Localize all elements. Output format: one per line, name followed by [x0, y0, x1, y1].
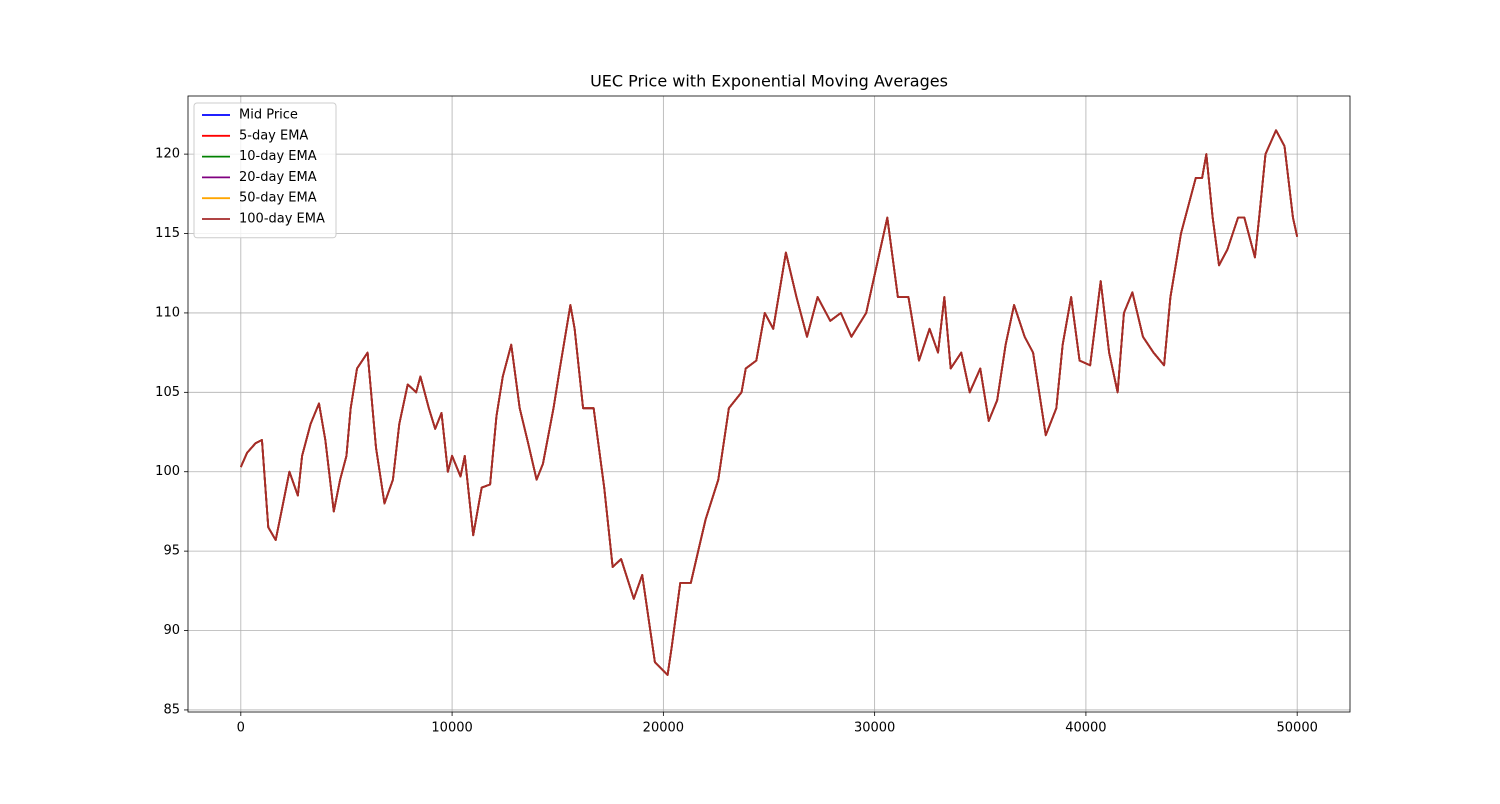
- legend: Mid Price 5-day EMA 10-day EMA 20-day EMA 50…: [193, 102, 337, 239]
- plot-frame: [187, 95, 1351, 713]
- y-tick-label: 85: [163, 702, 180, 717]
- x-tick-label: 10000: [431, 721, 472, 736]
- series-line: [239, 129, 1299, 676]
- series-line: [239, 129, 1299, 676]
- y-tick-label: 105: [155, 385, 180, 400]
- legend-label: 10-day EMA: [239, 149, 317, 164]
- y-tick-label: 100: [155, 464, 180, 479]
- series-line: [239, 129, 1299, 676]
- legend-label: 50-day EMA: [239, 191, 317, 206]
- y-tick-label: 90: [163, 623, 180, 638]
- legend-label: 5-day EMA: [239, 128, 308, 143]
- x-tick-label: 50000: [1277, 721, 1318, 736]
- y-tick-label: 120: [155, 147, 180, 162]
- series-line: [239, 129, 1299, 676]
- y-tick-label: 110: [155, 305, 180, 320]
- x-tick-label: 40000: [1065, 721, 1106, 736]
- series-line: [239, 129, 1299, 676]
- legend-label: Mid Price: [239, 108, 298, 123]
- y-tick-label: 95: [163, 544, 180, 559]
- x-tick-label: 0: [237, 721, 245, 736]
- legend-label: 20-day EMA: [239, 170, 317, 185]
- x-tick-label: 20000: [643, 721, 684, 736]
- x-tick-label: 30000: [854, 721, 895, 736]
- series-line: [239, 129, 1299, 676]
- legend-label: 100-day EMA: [239, 212, 325, 227]
- chart-title: UEC Price with Exponential Moving Averag…: [590, 72, 948, 91]
- y-tick-label: 115: [155, 226, 180, 241]
